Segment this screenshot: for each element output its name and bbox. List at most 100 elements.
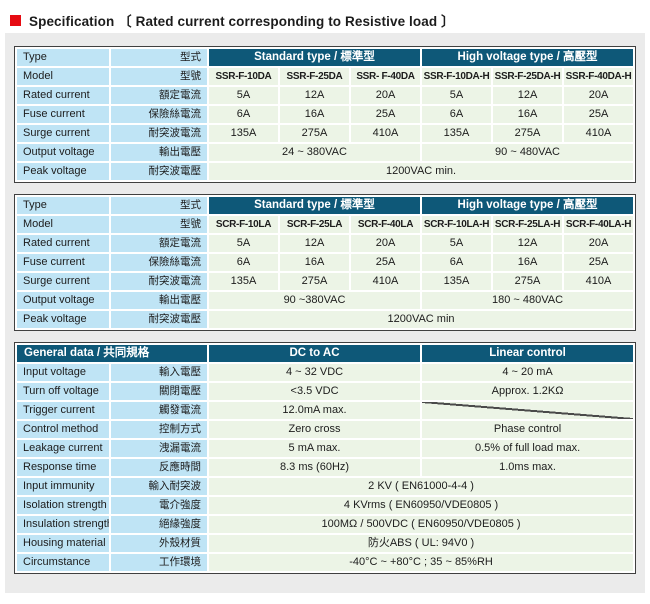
table-row: Circumstance 工作環境 -40°C ~ +80°C ; 35 ~ 8…: [17, 554, 634, 571]
value-cell-dc: 12.0mA max.: [209, 402, 421, 419]
page-title: Specification 〔 Rated current correspond…: [29, 14, 455, 29]
value-cell: 16A: [493, 106, 563, 123]
row-label-en: Turn off voltage: [17, 383, 109, 400]
row-label-en: Response time: [17, 459, 109, 476]
model-cell: SCR-F-40LA-H: [564, 216, 634, 233]
value-cell: 410A: [564, 125, 634, 142]
table-row: Peak voltage 耐突波電壓 1200VAC min: [17, 311, 634, 328]
value-cell-full: -40°C ~ +80°C ; 35 ~ 85%RH: [209, 554, 634, 571]
value-cell: 5A: [422, 235, 492, 252]
row-label-zh: 洩漏電流: [111, 440, 208, 457]
value-cell: 16A: [493, 254, 563, 271]
table-row: Housing material 外殼材質 防火ABS ( UL: 94V0 ): [17, 535, 634, 552]
value-cell-high-voltage: 180 ~ 480VAC: [422, 292, 634, 309]
row-label-en: Input voltage: [17, 364, 109, 381]
value-cell-dc: 5 mA max.: [209, 440, 421, 457]
value-cell: 6A: [209, 106, 278, 123]
table-row: Model 型號 SCR-F-10LA SCR-F-25LA SCR-F-40L…: [17, 216, 634, 233]
row-label-zh: 型式: [111, 49, 207, 66]
row-label-zh: 型式: [111, 197, 207, 214]
value-cell: 20A: [564, 87, 634, 104]
table-row: Model 型號 SSR-F-10DA SSR-F-25DA SSR- F-40…: [17, 68, 634, 85]
row-label-en: Isolation strength: [17, 497, 109, 514]
model-cell: SCR-F-10LA-H: [422, 216, 492, 233]
row-label-en: Housing material: [17, 535, 109, 552]
group-header-standard: Standard type / 標準型: [209, 49, 421, 66]
group-header-high-voltage: High voltage type / 高壓型: [422, 197, 634, 214]
value-cell: 410A: [351, 273, 421, 290]
row-label-zh: 輸入耐突波: [111, 478, 208, 495]
value-cell: 25A: [564, 254, 634, 271]
row-label-zh: 絕緣強度: [111, 516, 208, 533]
model-cell: SSR-F-10DA-H: [422, 68, 492, 85]
table-row: Type 型式 Standard type / 標準型 High voltage…: [17, 197, 634, 214]
row-label-zh: 輸出電壓: [111, 144, 207, 161]
red-square-bullet-icon: [10, 14, 21, 26]
value-cell: 20A: [351, 87, 421, 104]
table-row: Input immunity 輸入耐突波 2 KV ( EN61000-4-4 …: [17, 478, 634, 495]
model-cell: SSR-F-25DA-H: [493, 68, 563, 85]
table-row: Fuse current 保險絲電流 6A 16A 25A 6A 16A 25A: [17, 106, 634, 123]
value-cell-linear: 4 ~ 20 mA: [422, 364, 634, 381]
table-row: Trigger current 觸發電流 12.0mA max.: [17, 402, 634, 419]
value-cell: 275A: [493, 273, 563, 290]
row-label-zh: 工作環境: [111, 554, 208, 571]
row-label-zh: 保險絲電流: [111, 254, 207, 271]
row-label-zh: 額定電流: [111, 235, 207, 252]
row-label-zh: 耐突波電壓: [111, 311, 207, 328]
value-cell: 5A: [422, 87, 492, 104]
table-row: General data / 共同規格 DC to AC Linear cont…: [17, 345, 634, 362]
value-cell: 12A: [493, 235, 563, 252]
value-cell-standard: 24 ~ 380VAC: [209, 144, 421, 161]
value-cell-full: 1200VAC min: [209, 311, 634, 328]
value-cell-dc: Zero cross: [209, 421, 421, 438]
model-cell: SCR-F-25LA-H: [493, 216, 563, 233]
value-cell-linear: 0.5% of full load max.: [422, 440, 634, 457]
value-cell-full: 2 KV ( EN61000-4-4 ): [209, 478, 634, 495]
value-cell-linear: 1.0ms max.: [422, 459, 634, 476]
not-applicable-diagonal-cell: [422, 402, 634, 419]
value-cell: 6A: [209, 254, 278, 271]
row-label-en: Control method: [17, 421, 109, 438]
model-cell: SCR-F-25LA: [280, 216, 349, 233]
value-cell: 275A: [493, 125, 563, 142]
table-row: Leakage current 洩漏電流 5 mA max. 0.5% of f…: [17, 440, 634, 457]
column-header-dc-to-ac: DC to AC: [209, 345, 421, 362]
row-label-zh: 控制方式: [111, 421, 208, 438]
row-label-zh: 外殼材質: [111, 535, 208, 552]
row-label-en: Surge current: [17, 273, 109, 290]
value-cell: 20A: [564, 235, 634, 252]
table-row: Output voltage 輸出電壓 24 ~ 380VAC 90 ~ 480…: [17, 144, 634, 161]
value-cell: 16A: [280, 254, 349, 271]
value-cell-dc: <3.5 VDC: [209, 383, 421, 400]
value-cell: 20A: [351, 235, 421, 252]
group-header-high-voltage: High voltage type / 高壓型: [422, 49, 634, 66]
table-row: Control method 控制方式 Zero cross Phase con…: [17, 421, 634, 438]
table-row: Rated current 額定電流 5A 12A 20A 5A 12A 20A: [17, 87, 634, 104]
value-cell-full: 防火ABS ( UL: 94V0 ): [209, 535, 634, 552]
row-label-zh: 耐突波電流: [111, 125, 207, 142]
value-cell-dc: 8.3 ms (60Hz): [209, 459, 421, 476]
value-cell: 5A: [209, 87, 278, 104]
model-cell: SSR-F-25DA: [280, 68, 349, 85]
table-row: Turn off voltage 關閉電壓 <3.5 VDC Approx. 1…: [17, 383, 634, 400]
value-cell: 25A: [351, 254, 421, 271]
value-cell: 135A: [422, 273, 492, 290]
value-cell: 135A: [209, 125, 278, 142]
row-label-en: Model: [17, 68, 109, 85]
row-label-zh: 耐突波電流: [111, 273, 207, 290]
value-cell: 135A: [422, 125, 492, 142]
row-label-en: Peak voltage: [17, 163, 109, 180]
row-label-en: Fuse current: [17, 106, 109, 123]
row-label-en: Model: [17, 216, 109, 233]
row-label-en: Circumstance: [17, 554, 109, 571]
row-label-zh: 觸發電流: [111, 402, 208, 419]
row-label-en: Rated current: [17, 87, 109, 104]
general-data-header: General data / 共同規格: [17, 345, 208, 362]
value-cell: 410A: [564, 273, 634, 290]
row-label-en: Insulation strength: [17, 516, 109, 533]
row-label-en: Peak voltage: [17, 311, 109, 328]
value-cell: 16A: [280, 106, 349, 123]
model-cell: SSR-F-40DA-H: [564, 68, 634, 85]
value-cell: 6A: [422, 106, 492, 123]
